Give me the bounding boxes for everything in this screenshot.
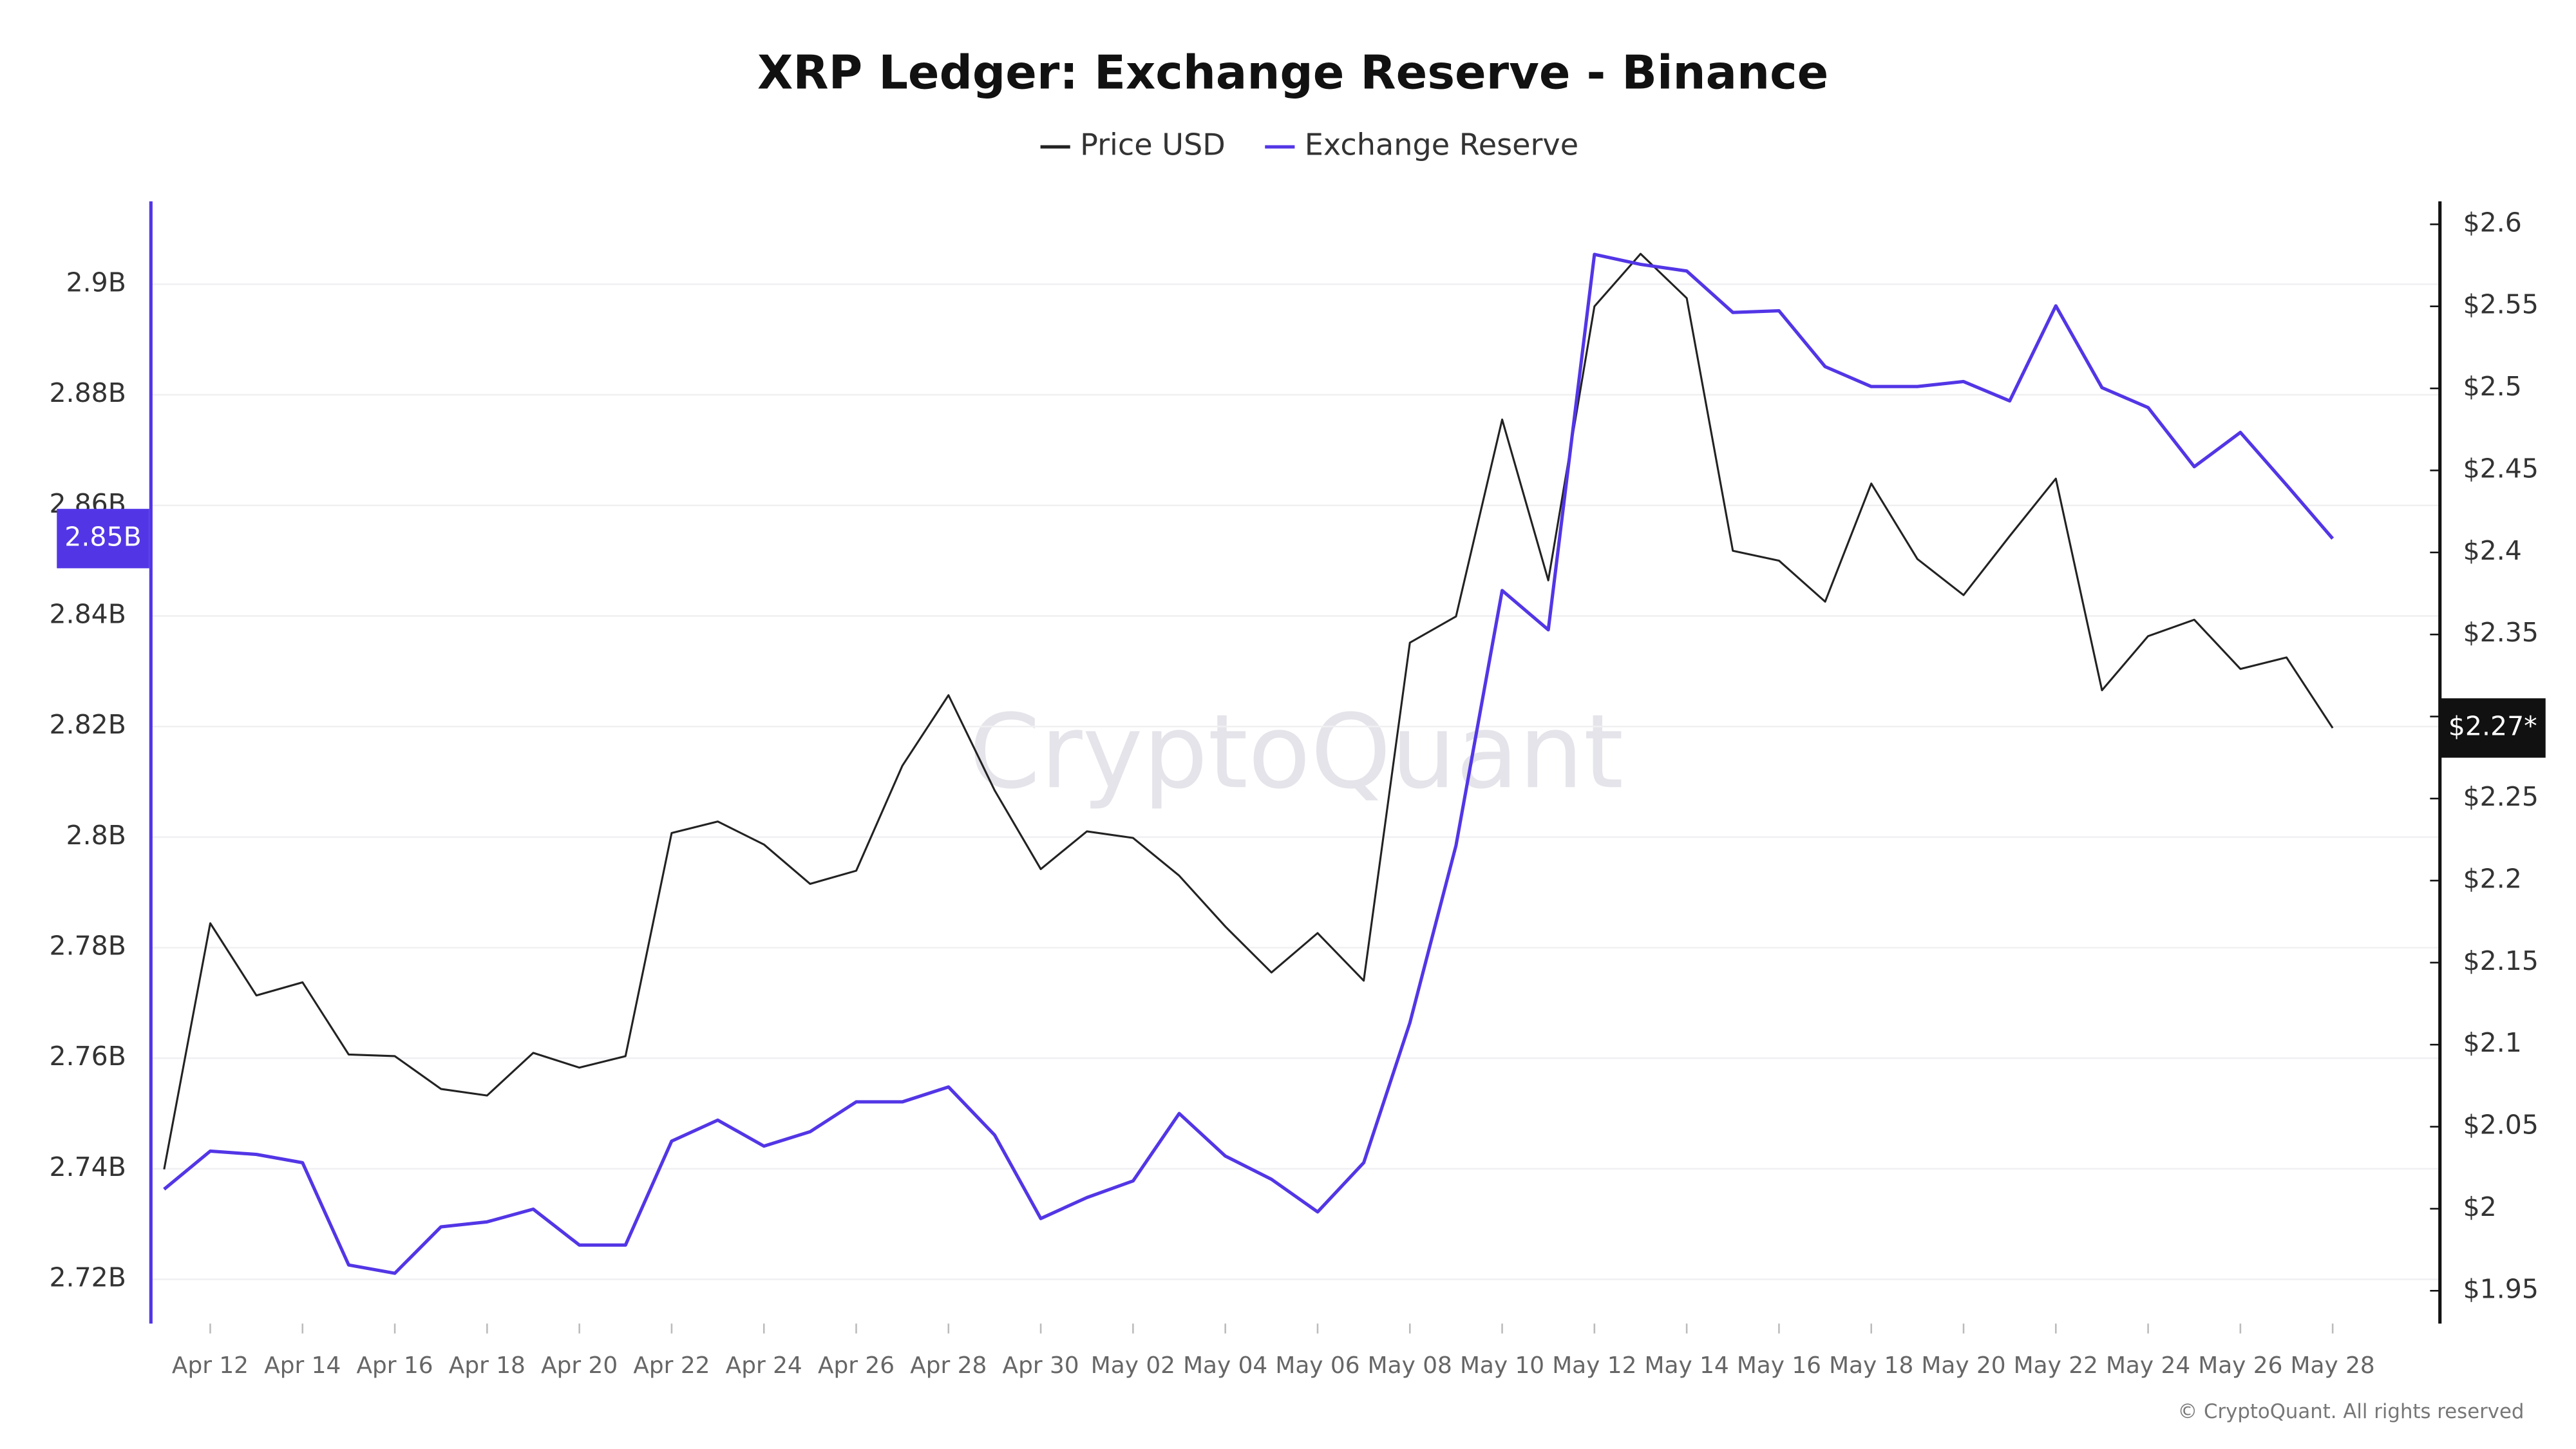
current-value-label: $2.27*: [2448, 710, 2537, 741]
x-tick-label: May 14: [1645, 1352, 1729, 1379]
credit: © CryptoQuant. All rights reserved: [2178, 1400, 2524, 1423]
y2-tick-label: $2: [2463, 1191, 2497, 1222]
x-tick-label: Apr 30: [1003, 1352, 1079, 1379]
x-tick-label: Apr 18: [449, 1352, 526, 1379]
y-tick-label: 2.8B: [66, 820, 126, 851]
y-tick-label: 2.76B: [49, 1041, 126, 1072]
x-tick-label: Apr 12: [172, 1352, 249, 1379]
series-line: [163, 252, 2334, 1275]
y2-tick-label: $2.25: [2463, 781, 2539, 812]
x-tick-label: May 26: [2198, 1352, 2282, 1379]
y2-tick-label: $2.05: [2463, 1110, 2539, 1141]
x-tick-label: May 12: [1552, 1352, 1636, 1379]
y2-tick-label: $2.4: [2463, 535, 2522, 566]
x-tick-label: May 02: [1091, 1352, 1175, 1379]
y2-tick-label: $2.45: [2463, 453, 2539, 484]
x-tick-label: Apr 20: [541, 1352, 618, 1379]
x-tick-label: May 28: [2291, 1352, 2375, 1379]
y2-tick-label: $2.55: [2463, 289, 2539, 320]
x-tick-label: May 16: [1737, 1352, 1821, 1379]
y2-tick-label: $2.1: [2463, 1027, 2522, 1058]
series-line: [163, 252, 2334, 1170]
x-tick-label: Apr 26: [818, 1352, 895, 1379]
y2-tick-label: $2.2: [2463, 863, 2522, 894]
legend-label: Price USD: [1080, 128, 1226, 162]
y2-tick-label: $2.35: [2463, 617, 2539, 648]
y-tick-label: 2.74B: [49, 1151, 126, 1182]
y2-tick-label: $2.15: [2463, 945, 2539, 976]
x-tick-label: Apr 16: [357, 1352, 433, 1379]
x-tick-label: Apr 24: [726, 1352, 802, 1379]
watermark: CryptoQuant: [969, 693, 1624, 811]
y-tick-label: 2.72B: [49, 1262, 126, 1293]
y-tick-label: 2.78B: [49, 931, 126, 961]
x-tick-label: May 04: [1183, 1352, 1267, 1379]
x-tick-label: Apr 14: [264, 1352, 341, 1379]
y-tick-label: 2.88B: [49, 377, 126, 408]
y2-tick-label: $1.95: [2463, 1273, 2539, 1304]
x-tick-label: May 20: [1921, 1352, 2005, 1379]
y-tick-label: 2.84B: [49, 598, 126, 629]
x-tick-label: May 08: [1368, 1352, 1452, 1379]
chart-title: XRP Ledger: Exchange Reserve - Binance: [757, 45, 1828, 99]
y2-tick-label: $2.5: [2463, 371, 2522, 402]
y-tick-label: 2.82B: [49, 709, 126, 740]
x-tick-label: Apr 22: [633, 1352, 710, 1379]
x-tick-label: May 10: [1460, 1352, 1544, 1379]
current-value-label: 2.85B: [64, 521, 141, 552]
current-value-box: [57, 509, 149, 569]
x-tick-label: May 06: [1275, 1352, 1359, 1379]
x-tick-label: May 24: [2106, 1352, 2190, 1379]
x-tick-label: May 18: [1829, 1352, 1913, 1379]
current-value-box: [2439, 698, 2546, 758]
y-tick-label: 2.9B: [66, 267, 126, 298]
y2-tick-label: $2.6: [2463, 207, 2522, 238]
legend-label: Exchange Reserve: [1305, 128, 1578, 162]
x-tick-label: May 22: [2014, 1352, 2098, 1379]
x-tick-label: Apr 28: [910, 1352, 987, 1379]
